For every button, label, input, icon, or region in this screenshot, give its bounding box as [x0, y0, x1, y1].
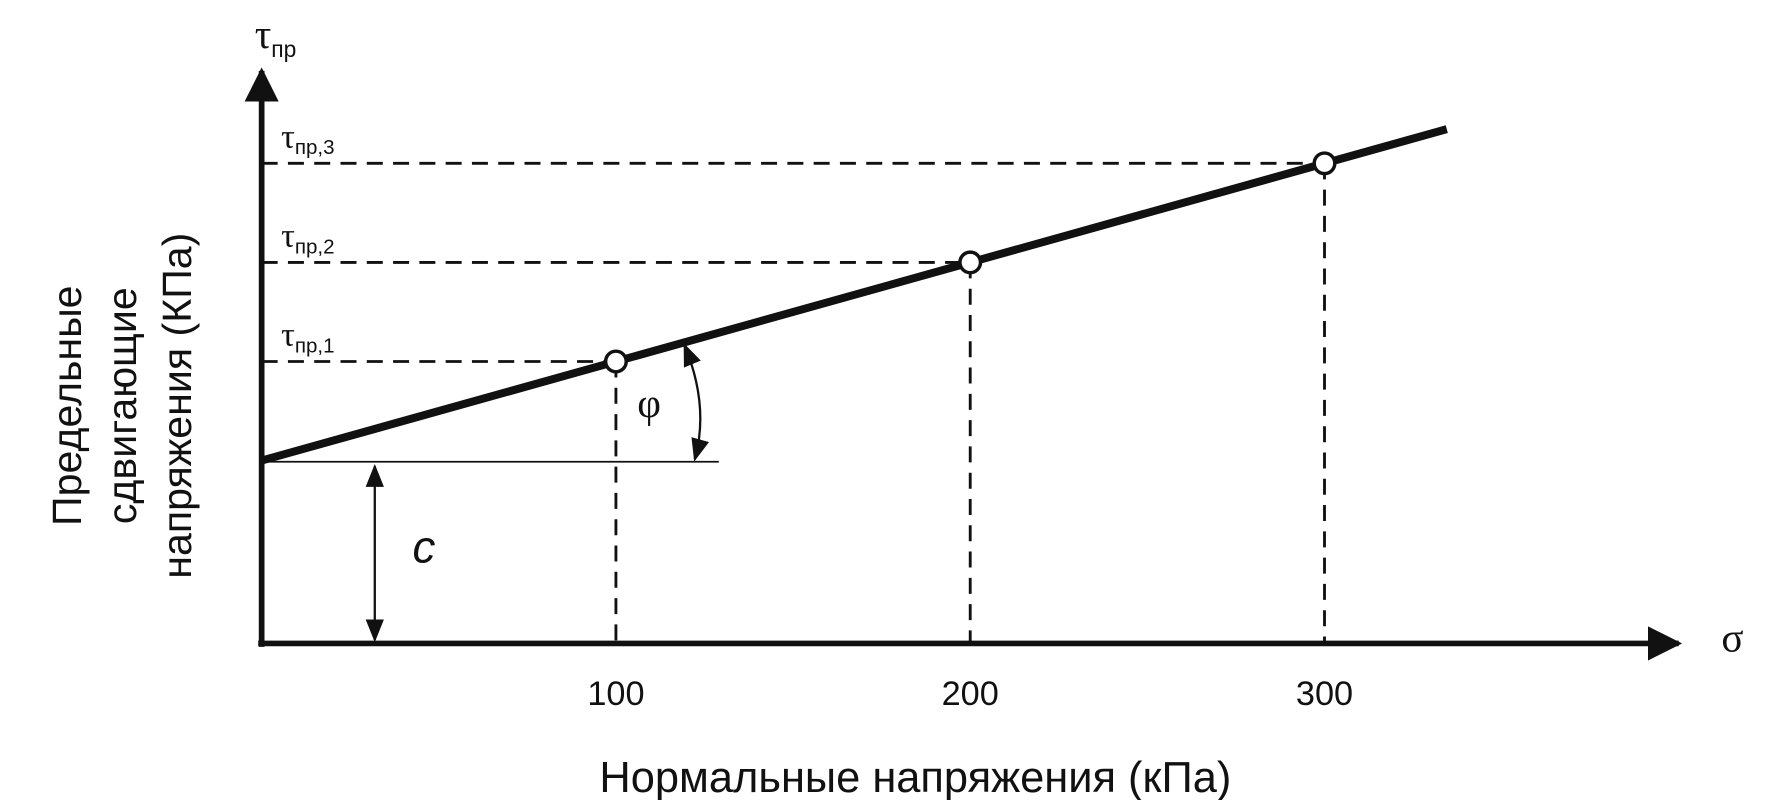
y-label-line: Предельные — [44, 285, 90, 525]
test-point — [603, 349, 628, 374]
y-label-line: сдвигающие — [99, 287, 145, 524]
level-label: τпр,2 — [281, 216, 335, 258]
level-symbol: τ — [281, 216, 295, 254]
y-label-line: напряжения (КПа) — [154, 233, 200, 579]
level-symbol: τ — [281, 315, 295, 353]
test-point — [1312, 151, 1337, 176]
x-tick-label: 100 — [587, 675, 644, 713]
level-subscript: пр,1 — [295, 334, 335, 357]
angle-arc — [683, 343, 710, 462]
level-label: τпр,3 — [281, 117, 335, 159]
angle-label: φ — [637, 380, 661, 426]
y-axis-label: Предельные сдвигающие напряжения (КПа) — [44, 233, 200, 579]
y-symbol: τпр — [255, 11, 297, 62]
x-symbol: σ — [1721, 614, 1743, 660]
level-label: τпр,1 — [281, 315, 335, 357]
y-symbol-sub: пр — [271, 36, 296, 62]
level-symbol: τ — [281, 117, 295, 155]
y-symbol-main: τ — [255, 11, 272, 57]
level-subscript: пр,3 — [295, 136, 335, 159]
strength-line — [260, 125, 1448, 465]
x-axis-label: Нормальные напряжения (кПа) — [599, 754, 1231, 800]
test-point — [958, 250, 983, 275]
level-subscript: пр,2 — [295, 235, 335, 258]
cohesion-label: c — [412, 521, 435, 572]
x-tick-label: 300 — [1296, 675, 1353, 713]
x-tick-label: 200 — [942, 675, 999, 713]
